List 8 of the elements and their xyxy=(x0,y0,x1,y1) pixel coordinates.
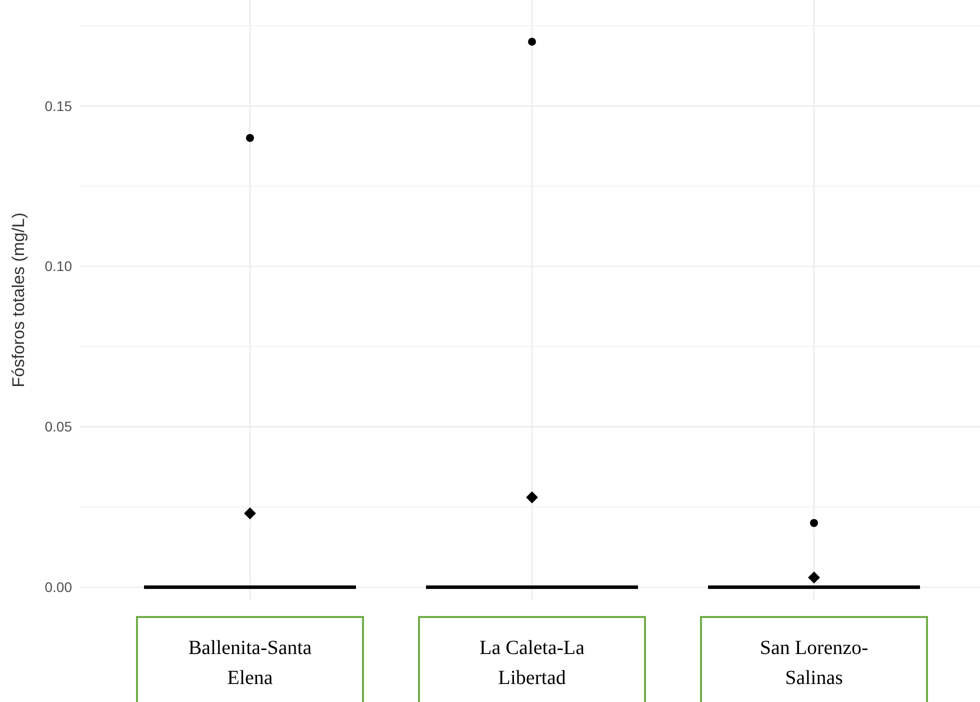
y-tick-label: 0.15 xyxy=(44,98,72,114)
x-tick-label: San Lorenzo-Salinas xyxy=(760,637,868,689)
y-tick-label: 0.05 xyxy=(44,418,72,435)
y-tick-label: 0.10 xyxy=(44,258,72,274)
x-tick-label: Ballenita-Santa Elena xyxy=(188,637,312,689)
y-tick-label: 0.00 xyxy=(44,579,72,596)
x-tick-label: La Caleta-La Libertad xyxy=(480,637,585,689)
y-axis-title: Fósforos totales (mg/L) xyxy=(9,212,28,388)
